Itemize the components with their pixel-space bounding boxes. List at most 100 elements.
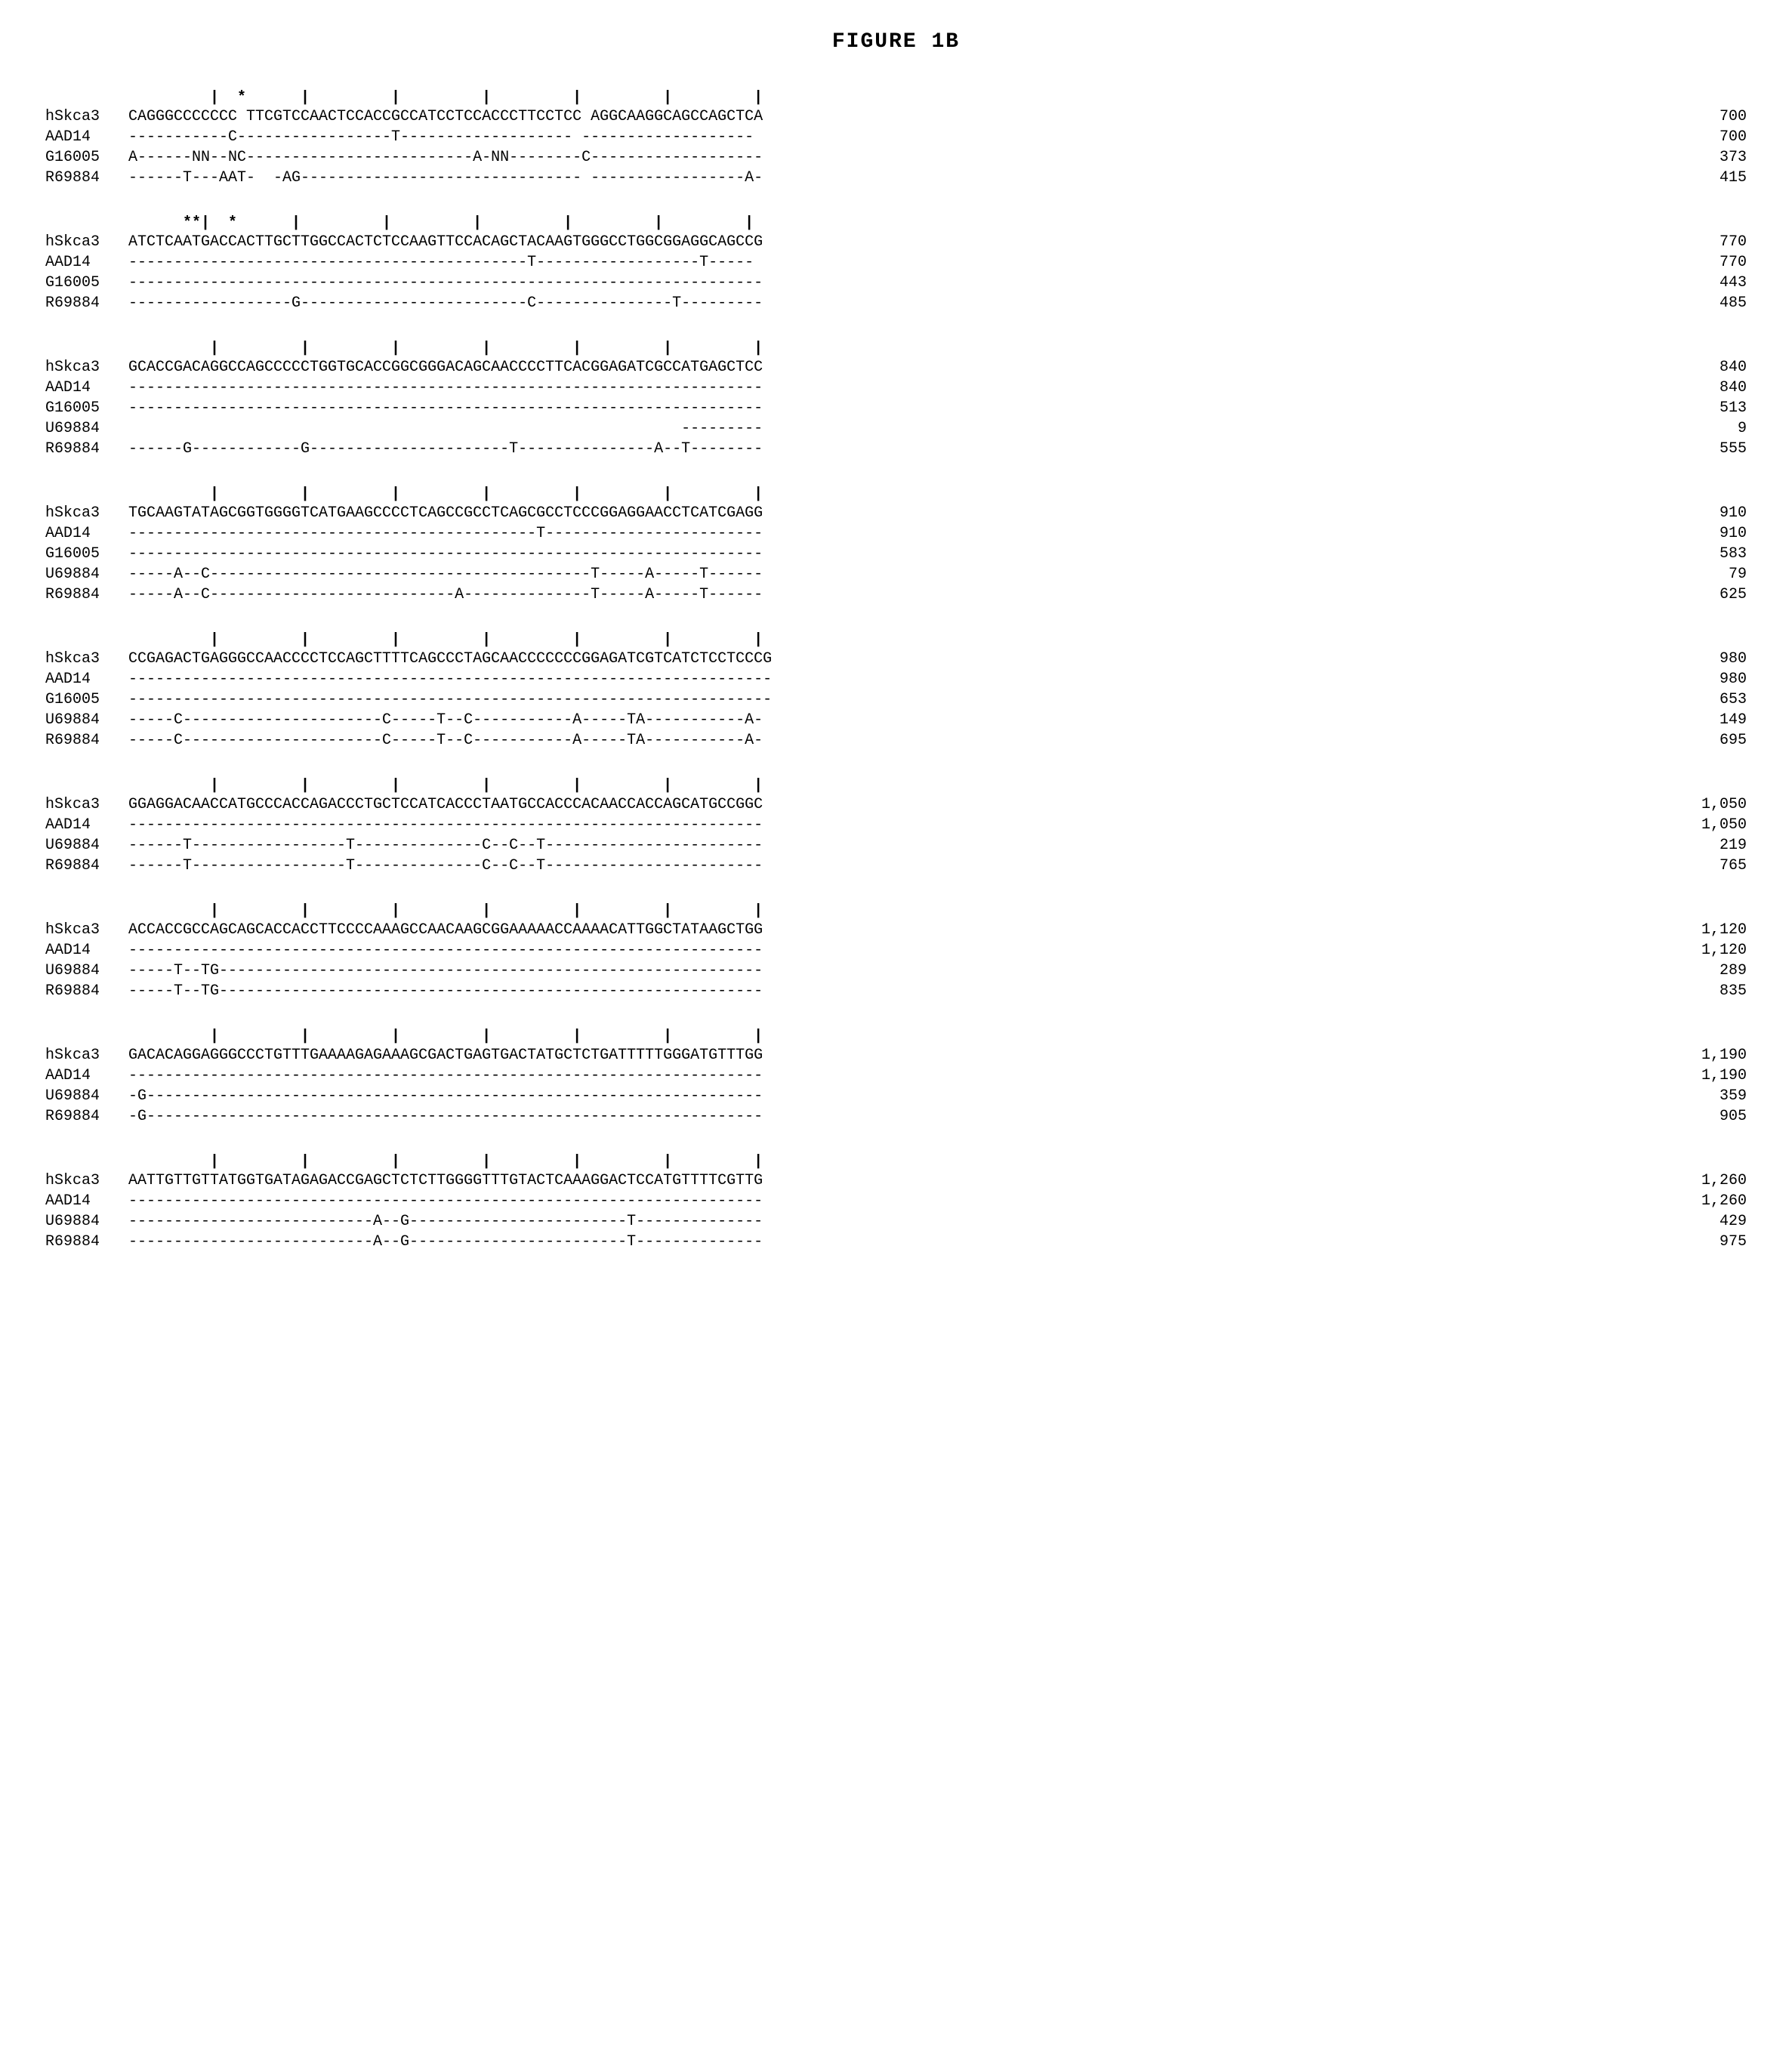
sequence-label: R69884 [45, 1106, 128, 1127]
sequence-position: 700 [1697, 106, 1747, 127]
sequence-row: AAD14-----------------------------------… [45, 252, 1747, 273]
sequence-row: R69884-G--------------------------------… [45, 1106, 1747, 1127]
sequence-position: 443 [1697, 273, 1747, 293]
sequence-row: hSkca3AATTGTTGTTATGGTGATAGAGACCGAGCTCTCT… [45, 1170, 1747, 1191]
sequence-position: 975 [1697, 1232, 1747, 1252]
sequence-position: 625 [1697, 584, 1747, 605]
sequence-row: AAD14-----------------------------------… [45, 378, 1747, 398]
sequence-text: ----------------------------------------… [128, 815, 763, 835]
sequence-text: -----T--TG------------------------------… [128, 961, 763, 981]
sequence-text: ----------------------------------------… [128, 669, 772, 689]
sequence-alignment: | * | | | | | |hSkca3CAGGGCCCCCCC TTCGTC… [45, 91, 1747, 1252]
sequence-row: hSkca3GCACCGACAGGCCAGCCCCCTGGTGCACCGGCGG… [45, 357, 1747, 378]
sequence-row: G16005----------------------------------… [45, 689, 1747, 710]
alignment-block: | | | | | | |hSkca3ACCACCGCCAGCAGCACCACC… [45, 905, 1747, 1001]
sequence-text: ---------------------------A--G---------… [128, 1211, 763, 1232]
sequence-row: AAD14-----------------------------------… [45, 669, 1747, 689]
alignment-block: | | | | | | |hSkca3AATTGTTGTTATGGTGATAGA… [45, 1155, 1747, 1252]
sequence-label: AAD14 [45, 523, 128, 544]
sequence-row: AAD14-----------------------------------… [45, 1191, 1747, 1211]
sequence-label: G16005 [45, 147, 128, 168]
sequence-position: 980 [1697, 649, 1747, 669]
sequence-text: ----------------------------------------… [128, 273, 763, 293]
sequence-position: 905 [1697, 1106, 1747, 1127]
sequence-row: U69884-----A--C-------------------------… [45, 564, 1747, 584]
sequence-text: ------T-----------------T--------------C… [128, 856, 763, 876]
sequence-row: U69884------T-----------------T---------… [45, 835, 1747, 856]
sequence-position: 289 [1697, 961, 1747, 981]
sequence-position: 770 [1697, 232, 1747, 252]
sequence-label: hSkca3 [45, 1170, 128, 1191]
sequence-text: ----------------------------------------… [128, 1191, 763, 1211]
sequence-position: 840 [1697, 357, 1747, 378]
sequence-text: ------T-----------------T--------------C… [128, 835, 763, 856]
sequence-text: -----T--TG------------------------------… [128, 981, 763, 1001]
sequence-label: U69884 [45, 564, 128, 584]
sequence-row: hSkca3ACCACCGCCAGCAGCACCACCTTCCCCAAAGCCA… [45, 920, 1747, 940]
sequence-text: -G--------------------------------------… [128, 1106, 763, 1127]
sequence-row: U69884-----T--TG------------------------… [45, 961, 1747, 981]
sequence-label: G16005 [45, 544, 128, 564]
sequence-label: AAD14 [45, 252, 128, 273]
sequence-label: hSkca3 [45, 649, 128, 669]
sequence-row: R69884------T-----------------T---------… [45, 856, 1747, 876]
sequence-text: ----------------------------------------… [128, 940, 763, 961]
sequence-row: R69884------------------G---------------… [45, 293, 1747, 313]
sequence-row: AAD14-----------------------------------… [45, 940, 1747, 961]
sequence-label: AAD14 [45, 669, 128, 689]
tick-row: | | | | | | | [128, 342, 1747, 357]
tick-row: | | | | | | | [128, 905, 1747, 920]
sequence-label: AAD14 [45, 1066, 128, 1086]
sequence-text: ------G------------G--------------------… [128, 439, 763, 459]
sequence-position: 765 [1697, 856, 1747, 876]
tick-row: | | | | | | | [128, 634, 1747, 649]
sequence-row: U69884---------------------------A--G---… [45, 1211, 1747, 1232]
sequence-row: R69884-----C----------------------C-----… [45, 730, 1747, 751]
sequence-row: hSkca3CCGAGACTGAGGGCCAACCCCTCCAGCTTTTCAG… [45, 649, 1747, 669]
tick-row: **| * | | | | | | [128, 217, 1747, 232]
sequence-text: GACACAGGAGGGCCCTGTTTGAAAAGAGAAAGCGACTGAG… [128, 1045, 763, 1066]
sequence-position: 429 [1697, 1211, 1747, 1232]
sequence-text: GGAGGACAACCATGCCCACCAGACCCTGCTCCATCACCCT… [128, 794, 763, 815]
sequence-label: R69884 [45, 856, 128, 876]
sequence-row: AAD14-----------C-----------------T-----… [45, 127, 1747, 147]
sequence-label: G16005 [45, 689, 128, 710]
sequence-row: AAD14-----------------------------------… [45, 1066, 1747, 1086]
sequence-text: ATCTCAATGACCACTTGCTTGGCCACTCTCCAAGTTCCAC… [128, 232, 763, 252]
sequence-position: 485 [1697, 293, 1747, 313]
sequence-position: 359 [1697, 1086, 1747, 1106]
sequence-text: ----------------------------------------… [128, 523, 763, 544]
sequence-text: -----A--C---------------------------A---… [128, 584, 763, 605]
sequence-text: -----------C-----------------T----------… [128, 127, 754, 147]
sequence-text: GCACCGACAGGCCAGCCCCCTGGTGCACCGGCGGGACAGC… [128, 357, 763, 378]
sequence-label: hSkca3 [45, 794, 128, 815]
sequence-position: 1,120 [1679, 920, 1747, 940]
sequence-position: 1,260 [1679, 1191, 1747, 1211]
sequence-row: U69884-----C----------------------C-----… [45, 710, 1747, 730]
sequence-text: AATTGTTGTTATGGTGATAGAGACCGAGCTCTCTTGGGGT… [128, 1170, 763, 1191]
sequence-position: 695 [1697, 730, 1747, 751]
sequence-text: ---------------------------A--G---------… [128, 1232, 763, 1252]
tick-row: | | | | | | | [128, 779, 1747, 794]
sequence-position: 583 [1697, 544, 1747, 564]
sequence-label: U69884 [45, 835, 128, 856]
sequence-row: hSkca3ATCTCAATGACCACTTGCTTGGCCACTCTCCAAG… [45, 232, 1747, 252]
sequence-row: G16005----------------------------------… [45, 544, 1747, 564]
sequence-position: 1,190 [1679, 1045, 1747, 1066]
sequence-row: hSkca3GGAGGACAACCATGCCCACCAGACCCTGCTCCAT… [45, 794, 1747, 815]
sequence-row: R69884-----A--C-------------------------… [45, 584, 1747, 605]
sequence-label: AAD14 [45, 378, 128, 398]
sequence-label: U69884 [45, 710, 128, 730]
figure-title: FIGURE 1B [45, 30, 1747, 54]
tick-row: | * | | | | | | [128, 91, 1747, 106]
sequence-position: 980 [1697, 669, 1747, 689]
sequence-text: CCGAGACTGAGGGCCAACCCCTCCAGCTTTTCAGCCCTAG… [128, 649, 772, 669]
sequence-label: R69884 [45, 584, 128, 605]
sequence-row: AAD14-----------------------------------… [45, 523, 1747, 544]
sequence-position: 1,260 [1679, 1170, 1747, 1191]
sequence-text: -----A--C-------------------------------… [128, 564, 763, 584]
sequence-label: hSkca3 [45, 232, 128, 252]
sequence-label: AAD14 [45, 1191, 128, 1211]
sequence-position: 1,050 [1679, 815, 1747, 835]
sequence-text: ----------------------------------------… [128, 689, 772, 710]
